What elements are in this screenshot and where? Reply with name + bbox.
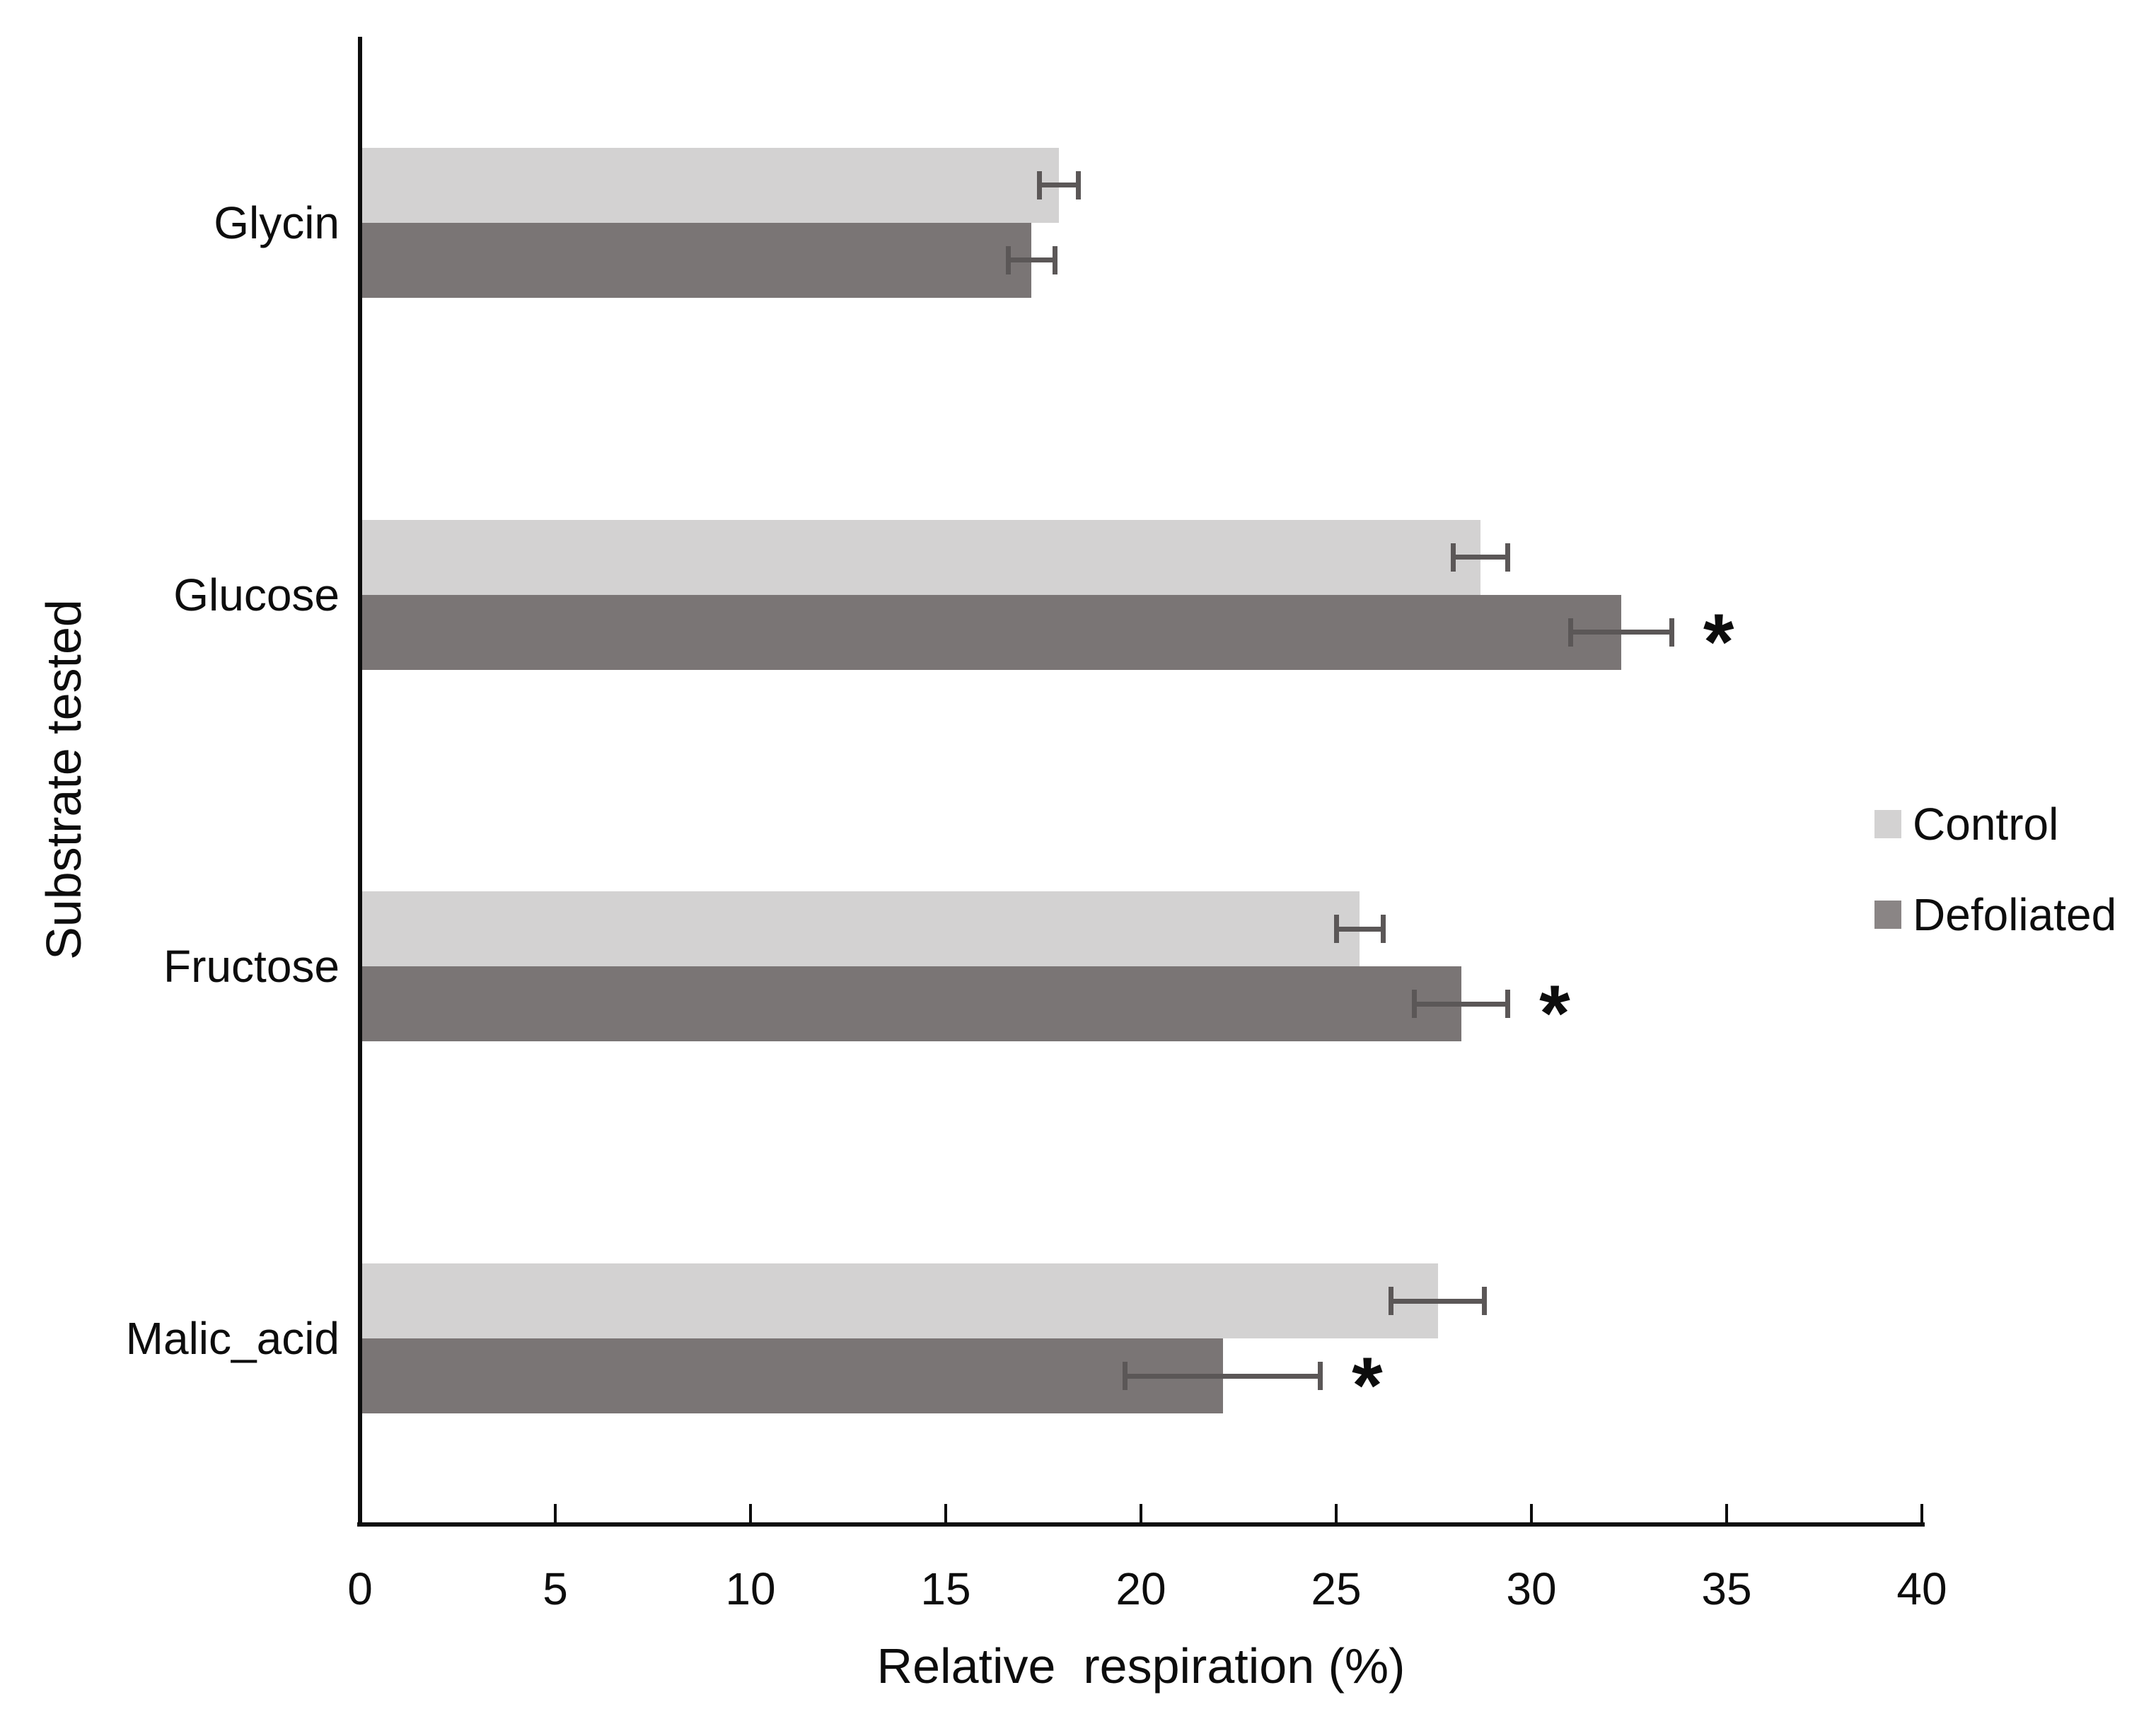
significance-asterisk: *	[1539, 969, 1570, 1058]
x-axis-tick	[1335, 1504, 1338, 1522]
y-axis-title: Substrate tested	[36, 599, 91, 960]
error-bar-cap-left	[1036, 170, 1042, 199]
error-bar-cap-left	[1451, 543, 1456, 572]
error-bar-cap-right	[1505, 990, 1511, 1019]
error-bar-cap-right	[1669, 618, 1675, 647]
legend-item-control: Control	[1874, 795, 2058, 853]
y-category-label-fructose: Fructose	[163, 941, 340, 992]
y-category-label-glycin: Glycin	[214, 197, 340, 248]
error-bar-cap-left	[1333, 915, 1339, 944]
x-axis-tick	[1920, 1504, 1923, 1522]
legend-item-defoliated: Defoliated	[1874, 886, 2116, 944]
bar-defoliated-fructose	[362, 966, 1461, 1042]
error-bar-cap-left	[1123, 1362, 1128, 1391]
error-bar-whisker	[1570, 630, 1672, 635]
error-bar-cap-left	[1388, 1287, 1393, 1316]
x-axis-tick-label: 5	[543, 1563, 568, 1614]
x-axis-tick	[1140, 1504, 1142, 1522]
x-axis-tick	[749, 1504, 752, 1522]
error-bar-cap-right	[1505, 543, 1511, 572]
x-axis-title: Relative respiration (%)	[876, 1638, 1406, 1694]
bar-control-malic_acid	[362, 1263, 1438, 1339]
error-bar-cap-right	[1482, 1287, 1488, 1316]
bar-control-glucose	[362, 519, 1481, 595]
bar-control-glycin	[362, 147, 1060, 223]
x-axis-tick	[944, 1504, 947, 1522]
x-axis-tick-label: 30	[1506, 1563, 1557, 1614]
error-bar-whisker	[1008, 257, 1055, 263]
legend-swatch-defoliated	[1874, 901, 1901, 929]
error-bar-cap-right	[1380, 915, 1386, 944]
y-category-label-glucose: Glucose	[173, 569, 340, 620]
error-bar-cap-right	[1318, 1362, 1323, 1391]
legend-label-defoliated: Defoliated	[1913, 889, 2117, 940]
significance-asterisk: *	[1352, 1341, 1383, 1430]
y-category-label-malic_acid: Malic_acid	[125, 1313, 340, 1365]
legend-label-control: Control	[1913, 799, 2059, 850]
error-bar-cap-left	[1411, 990, 1417, 1019]
x-axis-tick-label: 40	[1896, 1563, 1947, 1614]
error-bar-cap-left	[1567, 618, 1573, 647]
bar-control-fructose	[362, 891, 1360, 967]
x-axis-tick-label: 15	[920, 1563, 971, 1614]
x-axis-tick-label: 25	[1311, 1563, 1362, 1614]
bar-defoliated-glycin	[362, 222, 1032, 298]
error-bar-whisker	[1414, 1001, 1508, 1007]
legend-swatch-control	[1874, 810, 1901, 838]
x-axis-line	[357, 1522, 1925, 1527]
error-bar-cap-right	[1053, 245, 1058, 274]
error-bar-whisker	[1125, 1373, 1321, 1379]
x-axis-tick	[1725, 1504, 1728, 1522]
error-bar-cap-right	[1076, 170, 1082, 199]
error-bar-whisker	[1453, 555, 1508, 560]
x-axis-tick-label: 35	[1701, 1563, 1752, 1614]
error-bar-whisker	[1391, 1298, 1485, 1304]
x-axis-tick-label: 10	[725, 1563, 776, 1614]
bar-defoliated-glucose	[362, 594, 1621, 670]
x-axis-tick	[1530, 1504, 1533, 1522]
error-bar-whisker	[1336, 926, 1384, 932]
x-axis-tick	[359, 1504, 361, 1522]
x-axis-tick	[554, 1504, 557, 1522]
x-axis-tick-label: 0	[347, 1563, 373, 1614]
error-bar-cap-left	[1005, 245, 1011, 274]
x-axis-tick-label: 20	[1115, 1563, 1166, 1614]
error-bar-whisker	[1039, 183, 1079, 188]
significance-asterisk: *	[1703, 597, 1734, 686]
y-axis-line	[358, 37, 362, 1527]
bar-defoliated-malic_acid	[362, 1338, 1223, 1414]
